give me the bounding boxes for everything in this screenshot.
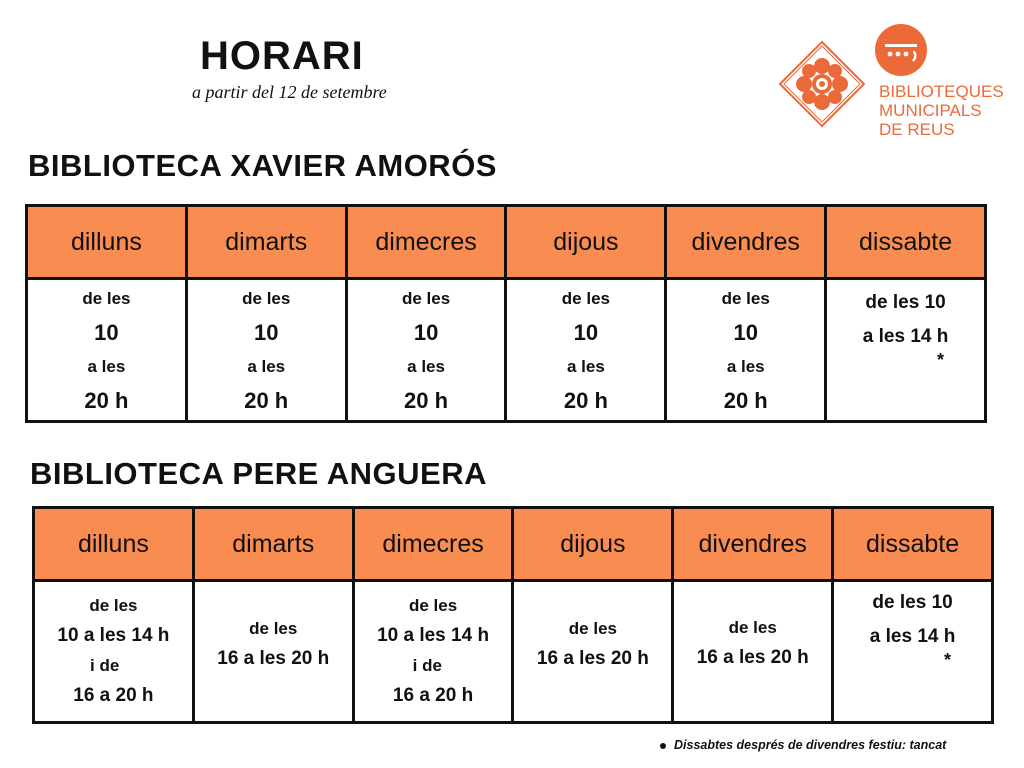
hours-from-time: 10	[413, 320, 439, 345]
saturday-line: a les 14 h	[869, 626, 956, 647]
hours-to-label: a les	[566, 357, 605, 376]
hours-line: de les	[249, 618, 298, 638]
hours-to-time: 20 h	[723, 388, 768, 413]
days-row: dilluns dimarts dimecres dijous divendre…	[32, 506, 994, 582]
saturday-line: a les 14 h	[862, 326, 949, 347]
day-header: dilluns	[25, 204, 188, 280]
hours-cell: de les 10 a les 20 h	[184, 277, 348, 423]
logo-text: BIBLIOTEQUES MUNICIPALS DE REUS	[879, 82, 1004, 139]
saturday-line: de les 10	[872, 592, 953, 613]
hours-line: 16 a 20 h	[73, 684, 154, 706]
hours-line: de les	[568, 618, 617, 638]
saturday-line: de les 10	[865, 292, 946, 313]
hours-row: de les 10 a les 20 h de les 10 a les 20 …	[25, 277, 987, 423]
day-header: dimarts	[191, 506, 355, 582]
hours-cell: de les 10 a les 20 h	[664, 277, 828, 423]
hours-to-label: a les	[247, 357, 286, 376]
hours-cell: de les 10 a les 14 h i de 16 a 20 h	[351, 579, 515, 724]
hours-row: de les 10 a les 14 h i de 16 a 20 h de l…	[32, 579, 994, 724]
logo-line: MUNICIPALS	[879, 101, 982, 120]
day-header: dijous	[504, 204, 668, 280]
hours-from-label: de les	[721, 289, 770, 308]
hours-line: 16 a les 20 h	[536, 647, 649, 669]
day-header: dissabte	[824, 204, 987, 280]
logo-line: DE REUS	[879, 120, 955, 139]
bullet-icon	[660, 742, 666, 749]
speech-bubble-icon	[875, 24, 927, 76]
hours-line: i de	[90, 655, 120, 675]
day-header: dimecres	[351, 506, 515, 582]
day-header: dimecres	[344, 204, 508, 280]
hours-to-label: a les	[726, 357, 765, 376]
hours-cell: de les 10 a les 20 h	[25, 277, 188, 423]
schedule-table-xavier-amoros: dilluns dimarts dimecres dijous divendre…	[25, 204, 987, 423]
hours-from-label: de les	[242, 289, 291, 308]
day-header: divendres	[671, 506, 835, 582]
hours-to-time: 20 h	[563, 388, 608, 413]
hours-cell: de les 16 a les 20 h	[511, 579, 675, 724]
footnote-marker: *	[936, 350, 944, 370]
hours-from-label: de les	[82, 289, 131, 308]
days-row: dilluns dimarts dimecres dijous divendre…	[25, 204, 987, 280]
footnote: Dissabtes després de divendres festiu: t…	[660, 738, 946, 752]
day-header: divendres	[664, 204, 828, 280]
hours-line: de les	[408, 595, 458, 615]
hours-line: de les	[89, 595, 138, 615]
hours-to-time: 20 h	[84, 388, 129, 413]
hours-cell: de les 10 a les 14 h i de 16 a 20 h	[32, 579, 195, 724]
hours-line: 16 a les 20 h	[696, 646, 809, 668]
hours-from-time: 10	[94, 320, 119, 345]
hours-from-time: 10	[733, 320, 758, 345]
hours-to-time: 20 h	[404, 388, 449, 413]
rose-emblem-icon	[778, 40, 866, 128]
footnote-text: Dissabtes després de divendres festiu: t…	[674, 738, 947, 752]
logo-line: BIBLIOTEQUES	[879, 82, 1004, 101]
hours-line: 10 a les 14 h	[377, 624, 490, 646]
hours-from-time: 10	[254, 320, 279, 345]
hours-to-label: a les	[87, 357, 126, 376]
library-title-pere-anguera: BIBLIOTECA PERE ANGUERA	[30, 456, 488, 491]
hours-line: de les	[728, 617, 777, 637]
hours-from-label: de les	[561, 289, 610, 308]
day-header: dissabte	[831, 506, 994, 582]
day-header: dijous	[511, 506, 675, 582]
hours-to-time: 20 h	[244, 388, 289, 413]
library-title-xavier-amoros: BIBLIOTECA XAVIER AMORÓS	[28, 148, 497, 183]
hours-cell: de les 10 a les 20 h	[344, 277, 508, 423]
day-header: dilluns	[32, 506, 195, 582]
hours-line: 10 a les 14 h	[57, 624, 170, 646]
hours-from-time: 10	[573, 320, 599, 345]
day-header: dimarts	[184, 204, 348, 280]
page-subtitle: a partir del 12 de setembre	[192, 82, 387, 102]
saturday-hours-cell: de les 10 a les 14 h *	[831, 579, 994, 724]
footnote-marker: *	[943, 650, 951, 670]
schedule-table-pere-anguera: dilluns dimarts dimecres dijous divendre…	[32, 506, 994, 724]
hours-cell: de les 16 a les 20 h	[191, 579, 355, 724]
hours-to-label: a les	[407, 357, 445, 376]
page-title: HORARI	[200, 34, 364, 78]
library-logo	[778, 24, 927, 128]
hours-line: i de	[412, 655, 442, 675]
hours-line: 16 a 20 h	[392, 684, 474, 706]
hours-from-label: de les	[401, 289, 451, 308]
hours-line: 16 a les 20 h	[217, 647, 330, 669]
hours-cell: de les 10 a les 20 h	[504, 277, 668, 423]
saturday-hours-cell: de les 10 a les 14 h *	[824, 277, 987, 423]
hours-cell: de les 16 a les 20 h	[671, 579, 835, 724]
